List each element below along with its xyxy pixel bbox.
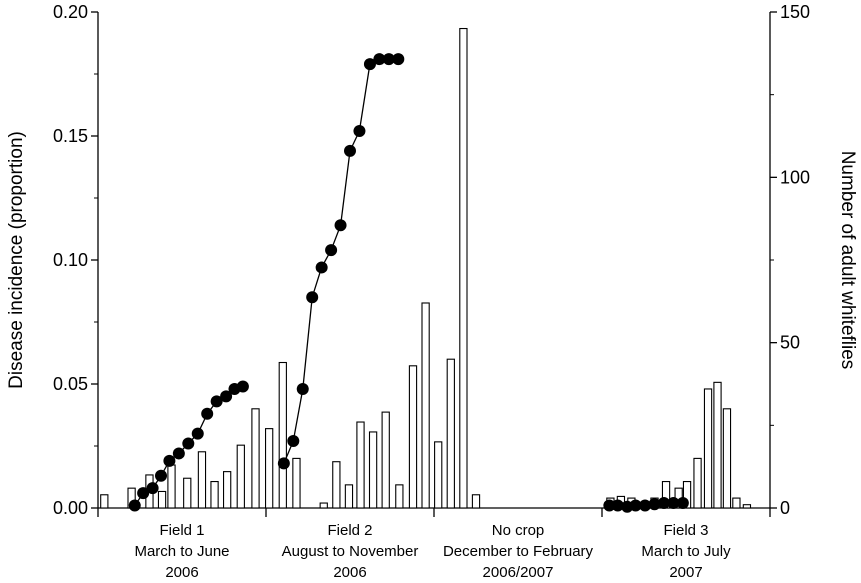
whitefly-bar	[167, 464, 176, 509]
incidence-point	[296, 382, 309, 395]
whitefly-bar	[421, 302, 430, 509]
whitefly-bar	[344, 484, 354, 509]
right-ticks: 0 50 100 150	[770, 2, 810, 518]
incidence-point	[236, 380, 249, 393]
whitefly-bar	[236, 444, 245, 509]
period-label-line2: August to November	[282, 543, 419, 560]
incidence-point	[344, 144, 356, 157]
incidence-line	[283, 58, 399, 464]
y-left-axis-title: Disease incidence (proportion)	[6, 131, 27, 389]
period-label-line3: 2006/2007	[483, 564, 554, 581]
whitefly-bar	[722, 408, 732, 509]
whitefly-bar	[693, 457, 702, 509]
incidence-point	[676, 497, 689, 510]
incidence-series	[128, 53, 689, 513]
whitefly-bar	[292, 457, 301, 509]
whitefly-bar	[434, 441, 443, 509]
whitefly-bar	[278, 361, 287, 509]
period-label-line1: No crop	[492, 522, 545, 539]
whitefly-bar	[332, 461, 341, 509]
incidence-point	[639, 499, 652, 512]
incidence-point	[128, 499, 141, 512]
period-label-line2: March to June	[134, 543, 229, 560]
whitefly-bar	[356, 421, 365, 509]
incidence-point	[325, 244, 338, 257]
incidence-point	[315, 261, 328, 274]
period-label-line2: December to February	[443, 543, 594, 560]
period-label-line1: Field 1	[159, 522, 204, 539]
period-label-line1: Field 2	[327, 522, 372, 539]
whitefly-bar	[157, 490, 167, 509]
incidence-point	[163, 454, 176, 467]
y-right-tick-label: 100	[780, 167, 810, 187]
whitefly-bar	[732, 497, 741, 509]
incidence-point	[137, 487, 150, 500]
left-ticks: 0.00 0.05 0.10 0.15 0.20	[53, 2, 98, 518]
whitefly-bar	[210, 480, 219, 509]
incidence-point	[629, 499, 642, 512]
y-left-tick-label: 0.00	[53, 498, 88, 518]
whitefly-bar	[381, 411, 390, 509]
whitefly-bar	[408, 365, 418, 509]
whitefly-bar	[223, 471, 232, 509]
incidence-point	[191, 427, 204, 440]
whitefly-bar	[264, 428, 274, 509]
whitefly-bar	[703, 388, 713, 509]
period-label-line2: March to July	[641, 543, 731, 560]
incidence-point	[155, 469, 167, 482]
y-left-tick-label: 0.10	[53, 250, 88, 270]
period-label-line1: Field 3	[663, 522, 708, 539]
incidence-point	[201, 407, 214, 420]
y-left-tick-label: 0.15	[53, 126, 88, 146]
incidence-point	[146, 482, 159, 495]
whitefly-bar	[446, 358, 455, 509]
y-right-tick-label: 50	[780, 333, 800, 353]
y-right-axis-title: Number of adult whiteflies	[837, 151, 858, 370]
incidence-point	[277, 457, 290, 470]
incidence-point	[220, 390, 233, 403]
incidence-point	[182, 437, 195, 450]
whitefly-bar	[682, 480, 692, 509]
y-left-tick-label: 0.20	[53, 2, 88, 22]
incidence-point	[611, 499, 624, 512]
whitefly-bar	[197, 451, 207, 509]
whitefly-bar	[100, 494, 109, 509]
incidence-point	[373, 53, 386, 66]
y-right-tick-label: 0	[780, 498, 790, 518]
x-ticks	[97, 508, 771, 517]
incidence-point	[353, 125, 366, 138]
incidence-point	[210, 395, 223, 408]
incidence-point	[334, 219, 347, 232]
incidence-point	[382, 53, 395, 66]
incidence-point	[363, 58, 376, 71]
incidence-point	[172, 447, 185, 460]
period-label-line3: 2007	[669, 564, 702, 581]
incidence-point	[657, 497, 670, 510]
incidence-point	[648, 498, 661, 511]
whitefly-bar	[251, 408, 260, 509]
whitefly-bar	[319, 502, 328, 509]
whitefly-bar	[368, 431, 378, 509]
period-labels: Field 1 March to June 2006 Field 2 August to…	[134, 522, 731, 581]
whitefly-bar	[713, 381, 722, 509]
incidence-point	[306, 291, 319, 304]
whitefly-bar	[395, 484, 404, 509]
incidence-point	[603, 499, 616, 512]
y-right-tick-label: 150	[780, 2, 810, 22]
whitefly-bar	[471, 494, 481, 509]
whitefly-bars	[100, 27, 752, 509]
incidence-point	[287, 435, 300, 448]
incidence-point	[392, 53, 405, 66]
whitefly-bar	[742, 504, 752, 509]
incidence-point	[667, 497, 680, 510]
period-label-line3: 2006	[165, 564, 198, 581]
whitefly-bar	[459, 27, 468, 509]
y-left-tick-label: 0.05	[53, 374, 88, 394]
whitefly-bar	[183, 477, 192, 509]
period-label-line3: 2006	[333, 564, 366, 581]
